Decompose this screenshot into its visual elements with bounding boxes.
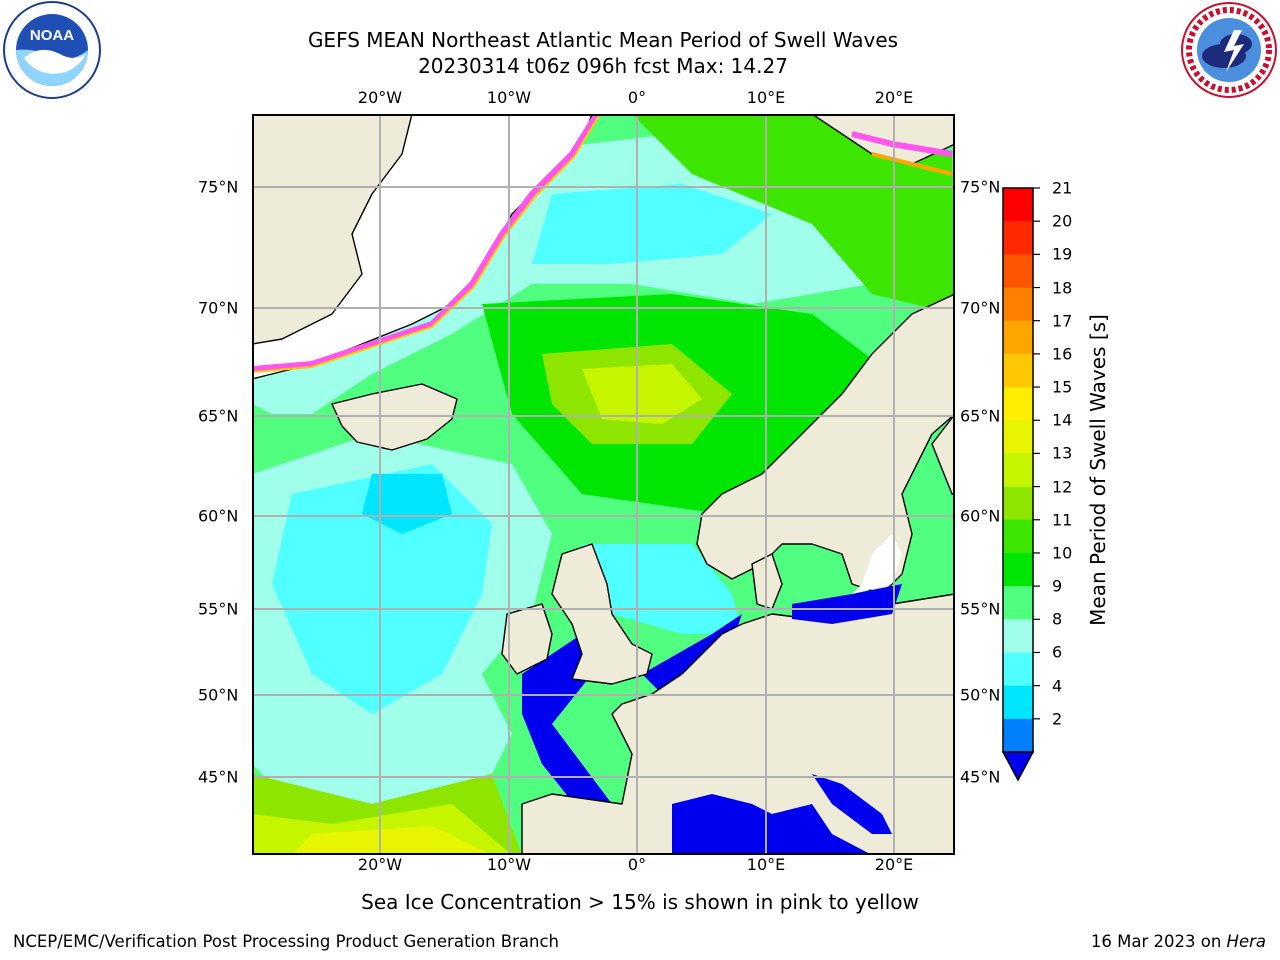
- colorbar-tick-label: 10: [1052, 543, 1073, 563]
- lat-tick-left: 45°N: [198, 767, 239, 787]
- chart-title: GEFS MEAN Northeast Atlantic Mean Period…: [307, 28, 899, 52]
- noaa-logo: NOAA: [3, 1, 101, 99]
- ice-caption: Sea Ice Concentration > 15% is shown in …: [361, 890, 919, 914]
- colorbar-tick-label: 17: [1052, 311, 1073, 331]
- lon-tick-bottom: 10°E: [746, 855, 786, 874]
- colorbar-segment: [1003, 652, 1033, 687]
- ocean-region: [642, 614, 742, 694]
- colorbar-tick-label: 20: [1052, 211, 1073, 231]
- lat-tick-left: 65°N: [198, 406, 239, 426]
- footer-date-text: 16 Mar 2023 on: [1090, 932, 1227, 951]
- ocean-region: [582, 544, 742, 634]
- colorbar-segment: [1003, 353, 1033, 388]
- colorbar-frame: [1002, 187, 1034, 753]
- lon-tick-bottom: 10°W: [486, 855, 532, 874]
- baltic-sea: [792, 584, 902, 624]
- colorbar-tick-label: 19: [1052, 244, 1073, 264]
- colorbar-segment: [1003, 254, 1033, 289]
- colorbar-tick-label: 6: [1052, 642, 1063, 662]
- svg-text:NOAA: NOAA: [30, 27, 74, 44]
- colorbar-segment: [1003, 287, 1033, 322]
- swell-period-map: [252, 114, 955, 855]
- sea-ice-edge: [871, 152, 953, 176]
- lat-tick-left: 60°N: [198, 506, 239, 526]
- sea-ice-edge: [851, 131, 953, 157]
- lon-tick-top: 0°: [627, 88, 647, 107]
- colorbar-tick-label: 15: [1052, 377, 1073, 397]
- ocean-region: [292, 826, 492, 855]
- lon-tick-bottom: 20°W: [357, 855, 403, 874]
- lat-tick-right: 50°N: [960, 685, 1001, 705]
- colorbar-segment: [1003, 619, 1033, 653]
- lat-tick-right: 60°N: [960, 506, 1001, 526]
- colorbar-segment: [1003, 453, 1033, 488]
- colorbar-segment: [1003, 718, 1033, 753]
- footer-credit: NCEP/EMC/Verification Post Processing Pr…: [13, 932, 559, 951]
- colorbar-tick-label: 8: [1052, 609, 1063, 629]
- ocean-region: [632, 114, 955, 314]
- colorbar-tick-label: 12: [1052, 477, 1073, 497]
- colorbar-segment: [1003, 387, 1033, 421]
- footer-date: 16 Mar 2023 on Hera: [1091, 932, 1266, 951]
- colorbar-segment: [1003, 486, 1033, 521]
- lat-tick-left: 50°N: [198, 685, 239, 705]
- lat-tick-right: 45°N: [960, 767, 1001, 787]
- colorbar-tick-label: 18: [1052, 278, 1073, 298]
- ocean-region: [582, 364, 702, 424]
- colorbar-tick-label: 14: [1052, 410, 1073, 430]
- greenland: [252, 114, 413, 345]
- ocean-region: [362, 474, 452, 534]
- colorbar-tick-label: 4: [1052, 676, 1063, 696]
- colorbar-label: Mean Period of Swell Waves [s]: [1086, 314, 1110, 626]
- colorbar: [1001, 187, 1040, 782]
- colorbar-segment: [1003, 552, 1033, 587]
- nws-logo: [1181, 2, 1277, 98]
- colorbar-extend: [1001, 751, 1035, 782]
- colorbar-segment: [1003, 188, 1033, 222]
- great-britain: [551, 543, 653, 685]
- colorbar-segment: [1003, 221, 1033, 255]
- lon-tick-top: 10°W: [486, 88, 532, 107]
- lon-tick-bottom: 20°E: [874, 855, 914, 874]
- adriatic-sea: [812, 774, 892, 834]
- lat-tick-left: 75°N: [198, 177, 239, 197]
- ireland: [501, 603, 553, 675]
- colorbar-tick-label: 16: [1052, 344, 1073, 364]
- finland: [931, 413, 955, 495]
- lon-tick-top: 10°E: [746, 88, 786, 107]
- colorbar-segment: [1003, 685, 1033, 720]
- lat-tick-right: 75°N: [960, 177, 1001, 197]
- colorbar-segment: [1003, 320, 1033, 355]
- colorbar-tick-label: 11: [1052, 510, 1073, 530]
- lat-tick-right: 55°N: [960, 599, 1001, 619]
- ocean-region: [522, 634, 612, 814]
- colorbar-tick-label: 2: [1052, 709, 1063, 729]
- colorbar-segment: [1003, 586, 1033, 620]
- chart-subtitle: 20230314 t06z 096h fcst Max: 14.27: [418, 54, 788, 78]
- scandinavia: [696, 293, 955, 595]
- lon-tick-top: 20°E: [874, 88, 914, 107]
- ocean-region: [532, 184, 772, 264]
- lon-tick-bottom: 0°: [627, 855, 647, 874]
- graticule: [252, 114, 955, 855]
- colorbar-segment: [1003, 519, 1033, 554]
- colorbar-segment: [1003, 420, 1033, 454]
- lat-tick-left: 55°N: [198, 599, 239, 619]
- lat-tick-left: 70°N: [198, 298, 239, 318]
- lat-tick-right: 70°N: [960, 298, 1001, 318]
- baltic-sea-ice: [852, 534, 902, 594]
- lon-tick-top: 20°W: [357, 88, 403, 107]
- sea-ice-edge: [252, 114, 601, 373]
- colorbar-tick-label: 21: [1052, 178, 1073, 198]
- lat-tick-right: 65°N: [960, 406, 1001, 426]
- mediterranean-sea: [672, 794, 872, 855]
- colorbar-tick-label: 13: [1052, 443, 1073, 463]
- ocean-region: [272, 464, 492, 714]
- sea-ice-edge: [252, 114, 600, 372]
- colorbar-tick-label: 9: [1052, 576, 1063, 596]
- map-frame: [252, 114, 955, 855]
- footer-host: Hera: [1226, 932, 1266, 951]
